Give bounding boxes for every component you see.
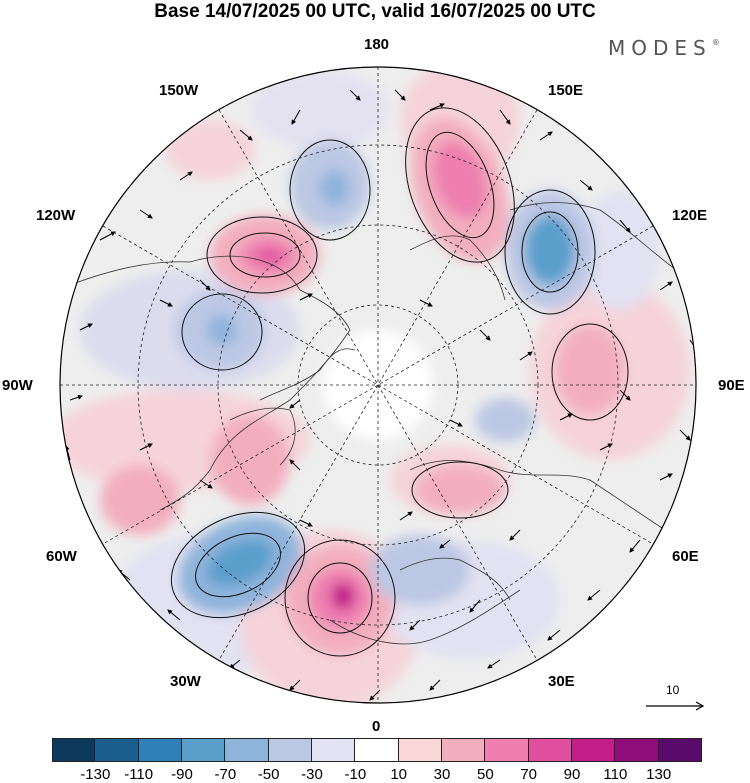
colorbar-tick-label: -10 [344,766,367,783]
colorbar-swatch [138,738,182,762]
lon-label-120e: 120E [672,207,708,224]
coastlines [69,202,691,645]
colorbar [52,738,702,762]
colorbar-tick-label: -130 [80,766,111,783]
map-border [59,66,697,704]
colorbar-swatch [181,738,226,762]
contour-lines [170,107,629,657]
colorbar-swatch [355,738,399,762]
colorbar-tick-label: 110 [603,766,628,783]
colorbar-swatch [528,738,572,762]
colorbar-tick-label: 90 [563,766,581,783]
colorbar-tick-label: 130 [646,766,672,783]
colorbar-tick-label: -50 [257,766,280,783]
reference-vector-arrow [646,701,705,711]
lon-label-60w: 60W [46,548,77,565]
lon-label-180: 180 [364,36,390,53]
lon-label-150w: 150W [159,82,199,99]
colorbar-swatch [571,738,616,762]
lon-label-120w: 120W [36,207,76,224]
anomaly-field [60,67,690,703]
colorbar-swatch [398,738,442,762]
colorbar-tick-label: 70 [520,766,537,783]
colorbar-ticks: -130 -110 -90 -70 -50 -30 -10 10 30 50 70 90 110 130 [52,766,702,783]
lon-label-60e: 60E [672,548,699,565]
colorbar-tick-label: -90 [171,766,193,783]
lon-label-90e: 90E [718,377,745,394]
colorbar-swatch [311,738,356,762]
colorbar-swatch [658,738,702,762]
colorbar-tick-label: 10 [390,766,407,783]
colorbar-swatch [268,738,312,762]
colorbar-swatch [52,738,96,762]
colorbar-tick-label: 30 [433,766,451,783]
lon-label-30w: 30W [170,673,201,690]
registered-mark: ® [711,38,720,47]
colorbar-tick-label: -110 [124,766,154,783]
colorbar-tick-label: 50 [476,766,494,783]
colorbar-swatch [225,738,269,762]
lon-label-150e: 150E [548,82,584,99]
graticule [60,67,696,703]
reference-vector-label: 10 [666,683,680,697]
map-title: Base 14/07/2025 00 UTC, valid 16/07/2025… [154,1,596,22]
colorbar-swatch [615,738,659,762]
lon-label-90w: 90W [2,377,33,394]
colorbar-tick-label: -70 [214,766,237,783]
brand-name: MODES [608,36,712,60]
colorbar-swatch [485,738,529,762]
colorbar-swatch [95,738,139,762]
colorbar-tick-label: -30 [301,766,323,783]
wind-vectors [64,89,696,701]
brand-logo: MODES® [608,36,720,60]
lon-label-0: 0 [372,718,381,735]
colorbar-swatch [441,738,486,762]
lon-label-30e: 30E [548,673,575,690]
